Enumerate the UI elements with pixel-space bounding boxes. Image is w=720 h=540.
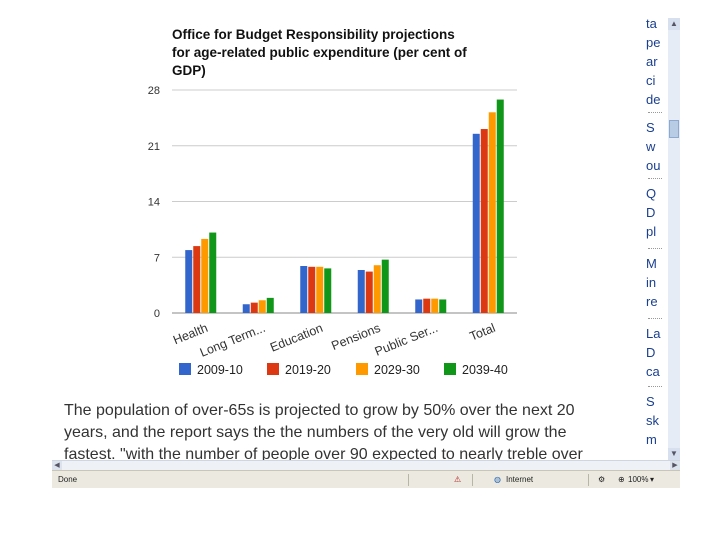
bar	[472, 133, 480, 313]
chart-title-line-3: GDP)	[172, 63, 206, 78]
sidebar-link-text: S	[646, 120, 655, 135]
bar	[250, 302, 258, 313]
browser-screenshot: Office for Budget Responsibility project…	[52, 14, 680, 488]
scroll-down-arrow-icon[interactable]: ▼	[668, 448, 680, 460]
sidebar-link-text: S	[646, 394, 655, 409]
sidebar-link-text: pe	[646, 35, 661, 50]
legend-swatch	[267, 363, 279, 375]
y-tick-label: 28	[148, 85, 160, 97]
article-line-2: years, and the report says the the numbe…	[64, 424, 567, 441]
bar	[316, 266, 324, 313]
bar	[365, 271, 373, 313]
bar	[242, 304, 250, 313]
scrollbar-thumb[interactable]	[669, 120, 679, 138]
sidebar-link-text: M	[646, 256, 657, 271]
status-text: Done	[58, 475, 78, 484]
globe-icon: ◍	[494, 475, 501, 484]
sidebar-link-text: La	[646, 326, 661, 341]
bar	[431, 298, 439, 313]
sidebar-link-text: Q	[646, 186, 657, 201]
legend-swatch	[179, 363, 191, 375]
sidebar-divider	[648, 386, 662, 387]
bar	[300, 266, 308, 313]
y-tick-label: 0	[154, 308, 160, 320]
chart-title-line-2: for age-related public expenditure (per …	[172, 45, 467, 60]
bar	[357, 269, 365, 313]
sidebar-divider	[648, 318, 662, 319]
sidebar-link-text: de	[646, 92, 661, 107]
y-tick-label: 7	[154, 252, 160, 264]
browser-status-bar: Done ⚠ ◍ Internet ⚙ ⊕ 100% ▾	[52, 470, 680, 488]
vertical-scrollbar[interactable]: ▲ ▼	[668, 18, 680, 460]
scroll-right-arrow-icon[interactable]: ▶	[670, 461, 680, 471]
sidebar-link-text: ca	[646, 364, 660, 379]
zoom-level[interactable]: 100%	[628, 475, 649, 484]
bar	[185, 250, 193, 313]
sidebar-link-text: in	[646, 275, 657, 290]
sidebar-link-text: ar	[646, 54, 658, 69]
bar	[423, 298, 431, 313]
bar	[415, 299, 423, 313]
horizontal-scrollbar[interactable]: ◀ ▶	[52, 460, 680, 471]
bar	[193, 246, 201, 313]
bar	[258, 300, 266, 313]
x-tick-label: Education	[268, 321, 325, 355]
sidebar-divider	[648, 248, 662, 249]
legend-label: 2009-10	[197, 363, 243, 377]
bar	[439, 299, 447, 313]
bar	[308, 266, 316, 313]
bar	[496, 99, 504, 313]
sidebar-link-text: ci	[646, 73, 656, 88]
y-tick-label: 14	[148, 197, 160, 209]
scroll-up-arrow-icon[interactable]: ▲	[668, 18, 680, 30]
scroll-left-arrow-icon[interactable]: ◀	[52, 461, 62, 471]
bar	[488, 112, 496, 313]
sidebar-link-text: re	[646, 294, 658, 309]
sidebar-link-text: ou	[646, 158, 661, 173]
sidebar-link-text: pl	[646, 224, 657, 239]
x-tick-label: Total	[468, 321, 498, 344]
zoom-icon: ⊕	[618, 475, 625, 484]
bar	[381, 259, 389, 313]
zoom-dropdown-icon[interactable]: ▾	[650, 475, 655, 484]
bar	[209, 232, 217, 313]
sidebar-divider	[648, 178, 662, 179]
sidebar-link-text: m	[646, 432, 657, 447]
bar	[480, 129, 488, 313]
legend-label: 2019-20	[285, 363, 331, 377]
article-line-3: fastest. "with the number of people over…	[64, 446, 583, 463]
x-tick-label: Long Term...	[198, 321, 267, 360]
y-tick-label: 21	[148, 141, 160, 153]
chart-title-line-1: Office for Budget Responsibility project…	[172, 27, 455, 42]
legend-swatch	[356, 363, 368, 375]
sidebar-link-text: w	[646, 139, 656, 154]
legend-label: 2029-30	[374, 363, 420, 377]
legend-swatch	[444, 363, 456, 375]
bar	[201, 238, 209, 313]
bar	[373, 265, 381, 313]
bar	[266, 297, 274, 313]
zone-label: Internet	[506, 475, 534, 484]
sidebar-link-text: ta	[646, 16, 657, 31]
sidebar-link-text: D	[646, 205, 656, 220]
x-tick-label: Public Ser...	[373, 321, 440, 359]
bar	[324, 268, 332, 313]
sidebar-link-text: D	[646, 345, 656, 360]
sidebar-divider	[648, 112, 662, 113]
article-line-1: The population of over-65s is projected …	[64, 402, 575, 419]
article-text: The population of over-65s is projected …	[64, 400, 644, 466]
protected-mode-icon[interactable]: ⚙	[598, 475, 606, 484]
legend-label: 2039-40	[462, 363, 508, 377]
sidebar-link[interactable]: ta pe ar ci de	[646, 14, 668, 109]
privacy-icon[interactable]: ⚠	[454, 475, 462, 484]
chart-title: Office for Budget Responsibility project…	[172, 26, 502, 80]
sidebar-link-text: sk	[646, 413, 659, 428]
